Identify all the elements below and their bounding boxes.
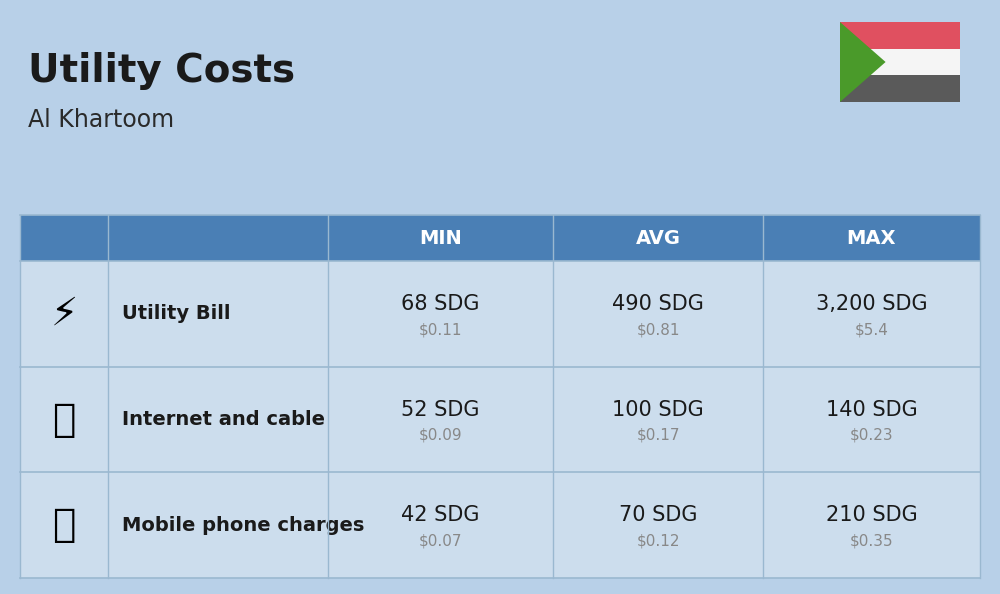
Text: 490 SDG: 490 SDG [612,294,704,314]
Bar [553,261,763,366]
Text: Utility Costs: Utility Costs [28,52,295,90]
Bar [328,261,553,366]
Bar [840,75,960,102]
Text: Utility Bill: Utility Bill [122,304,230,323]
Text: MIN: MIN [419,229,462,248]
Bar [108,366,328,472]
Text: $5.4: $5.4 [855,323,888,337]
Text: AVG: AVG [636,229,680,248]
Bar [328,366,553,472]
Text: 68 SDG: 68 SDG [401,294,480,314]
Text: Internet and cable: Internet and cable [122,410,325,429]
Bar [108,215,328,261]
Text: 52 SDG: 52 SDG [401,400,480,419]
Text: $0.17: $0.17 [636,428,680,443]
Bar [553,472,763,578]
Bar [328,215,553,261]
Text: 70 SDG: 70 SDG [619,505,697,525]
Bar [553,215,763,261]
Bar [763,215,980,261]
Text: 100 SDG: 100 SDG [612,400,704,419]
Text: 42 SDG: 42 SDG [401,505,480,525]
Text: $0.81: $0.81 [636,323,680,337]
Bar [553,366,763,472]
Text: $0.23: $0.23 [850,428,893,443]
Bar [20,215,108,261]
Bar [20,261,108,366]
Bar [108,472,328,578]
Text: 210 SDG: 210 SDG [826,505,917,525]
Text: 140 SDG: 140 SDG [826,400,917,419]
Text: ⚡: ⚡ [50,295,78,333]
Text: $0.09: $0.09 [419,428,462,443]
Text: $0.12: $0.12 [636,533,680,549]
Bar [328,472,553,578]
Bar [108,261,328,366]
Bar [840,49,960,75]
Text: Mobile phone charges: Mobile phone charges [122,516,364,535]
Bar [763,472,980,578]
Text: 📡: 📡 [52,400,76,438]
Bar [763,366,980,472]
Polygon shape [840,22,886,102]
Text: MAX: MAX [847,229,896,248]
Bar [840,22,960,49]
Text: Al Khartoom: Al Khartoom [28,108,174,132]
Bar [763,261,980,366]
Text: $0.35: $0.35 [850,533,893,549]
Bar [20,472,108,578]
Text: 📱: 📱 [52,506,76,544]
Text: $0.07: $0.07 [419,533,462,549]
Text: 3,200 SDG: 3,200 SDG [816,294,927,314]
Bar [20,366,108,472]
Text: $0.11: $0.11 [419,323,462,337]
